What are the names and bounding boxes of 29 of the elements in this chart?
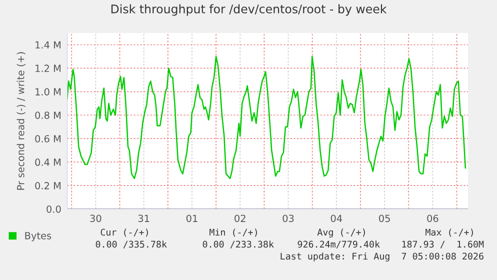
x-tick-label: 30 [90, 214, 102, 222]
x-tick-label: 02 [234, 214, 246, 222]
y-tick-label: 1.0 M [36, 88, 60, 96]
y-tick-label: 0.6 M [35, 135, 60, 142]
text: 0.00 /335.78k [96, 240, 167, 248]
x-tick-label: 04 [330, 214, 342, 222]
text: Last update: Fri Aug 7 05:00:08 2026 [280, 252, 484, 262]
x-tick-label: 06 [427, 214, 438, 222]
x-tick-label: 01 [186, 214, 198, 222]
x-tick-label: 31 [138, 214, 150, 222]
text: 926.24m/779.40k [298, 240, 380, 248]
y-tick-label: 0.0 [46, 205, 61, 213]
line-series [67, 56, 466, 180]
y-tick-label: 1.2 M [36, 64, 60, 72]
text: Avg (-/+) [317, 228, 365, 238]
x-tick-label: 03 [282, 214, 294, 222]
x-tick-label: 05 [379, 214, 390, 222]
chart-title: Disk throughput for /dev/centos/root - by week [111, 4, 387, 16]
text: Max (-/+) [426, 228, 473, 237]
y-tick-label: 0.2 M [35, 182, 60, 190]
text: Cur (-/+) [100, 228, 148, 237]
y-tick-label: 1.4 M [36, 41, 60, 48]
y-tick-label: 0.4 M [35, 158, 60, 166]
text: Min (-/+) [210, 228, 257, 237]
y-tick-label: 0.8 M [35, 112, 60, 119]
text: 187.93 / 1.60M [402, 240, 484, 248]
y-axis-title: Pr second read (-) / write (+) [16, 52, 26, 190]
legend-label: Bytes [25, 232, 52, 242]
text: 0.00 /233.38k [202, 240, 274, 248]
